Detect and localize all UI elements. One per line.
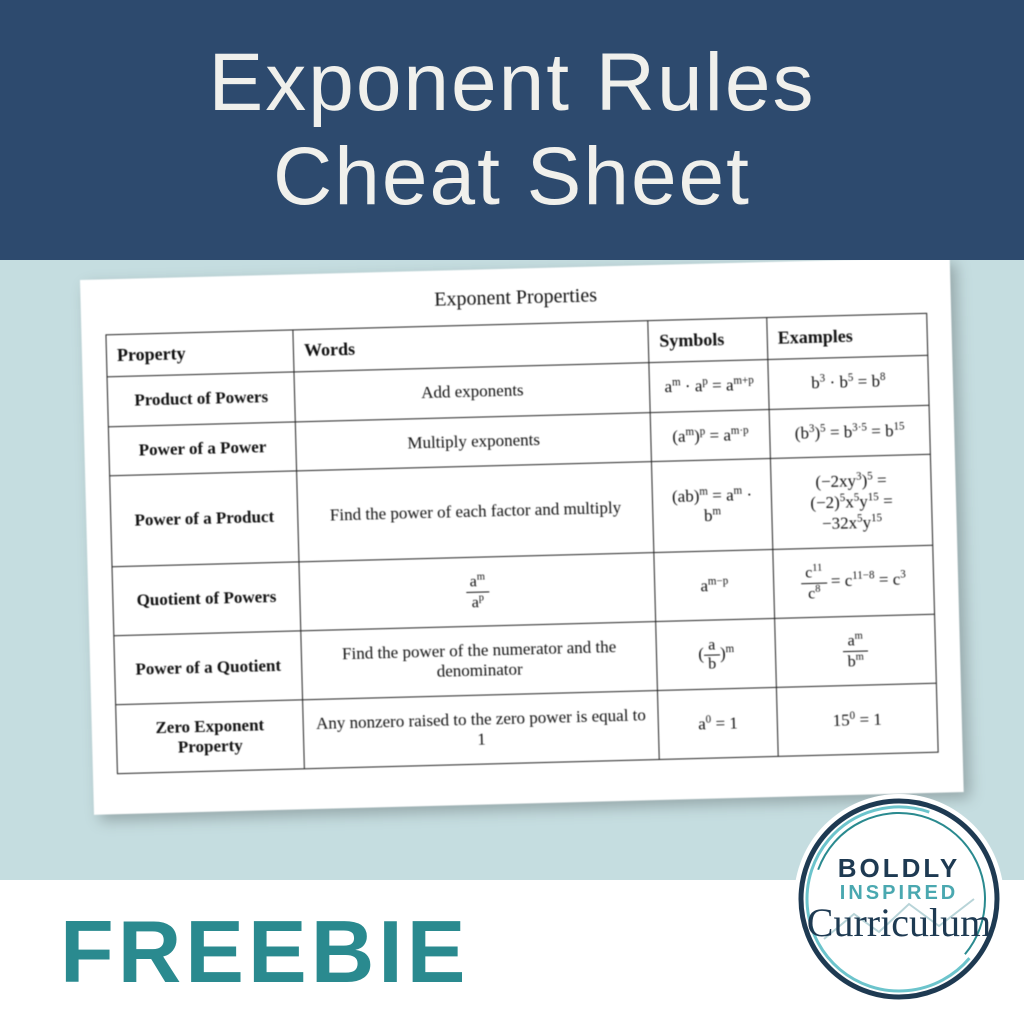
- cell-examples: c11c8 = c11−8 = c3: [773, 546, 935, 619]
- logo-line1: BOLDLY: [838, 853, 961, 884]
- cell-property: Zero Exponent Property: [116, 700, 305, 774]
- cell-property: Power of a Power: [108, 422, 296, 477]
- cell-property: Power of a Product: [110, 471, 299, 567]
- cell-symbols: (am)p = am·p: [651, 409, 771, 462]
- cell-symbols: am · ap = am+p: [649, 360, 769, 413]
- cell-property: Power of a Quotient: [114, 631, 303, 705]
- cell-symbols: (ab)m = am · bm: [652, 459, 773, 553]
- cell-symbols: (ab)m: [656, 618, 776, 690]
- cell-examples: ambm: [775, 614, 937, 687]
- cell-words: Find the power of the numerator and the …: [301, 622, 658, 700]
- logo-text: BOLDLY INSPIRED Curriculum: [794, 794, 1004, 1004]
- logo-line3: Curriculum: [807, 899, 991, 946]
- col-symbols: Symbols: [648, 318, 768, 363]
- cell-examples: (b3)5 = b3·5 = b15: [769, 405, 930, 459]
- preview-area: Exponent Properties Property Words Symbo…: [0, 260, 1024, 880]
- cell-words: amap: [299, 553, 656, 631]
- cell-property: Quotient of Powers: [112, 562, 301, 636]
- freebie-label: FREEBIE: [60, 901, 469, 1003]
- header-title-line2: Cheat Sheet: [273, 130, 751, 224]
- cell-symbols: a0 = 1: [658, 687, 778, 759]
- col-examples: Examples: [767, 313, 928, 359]
- header-band: Exponent Rules Cheat Sheet: [0, 0, 1024, 260]
- cell-examples: (−2xy3)5 =(−2)5x5y15 = −32x5y15: [770, 455, 932, 550]
- cell-symbols: am−p: [654, 550, 774, 622]
- col-property: Property: [106, 330, 294, 377]
- cell-words: Find the power of each factor and multip…: [297, 462, 655, 562]
- properties-table: Property Words Symbols Examples Product …: [105, 313, 938, 774]
- brand-logo: BOLDLY INSPIRED Curriculum: [794, 794, 1004, 1004]
- worksheet-title: Exponent Properties: [104, 276, 926, 321]
- cell-property: Product of Powers: [107, 372, 295, 427]
- cell-words: Any nonzero raised to the zero power is …: [303, 691, 660, 769]
- header-title-line1: Exponent Rules: [209, 36, 816, 130]
- worksheet-preview: Exponent Properties Property Words Symbo…: [80, 260, 964, 815]
- cell-examples: b3 · b5 = b8: [768, 355, 929, 409]
- cell-examples: 150 = 1: [776, 683, 938, 756]
